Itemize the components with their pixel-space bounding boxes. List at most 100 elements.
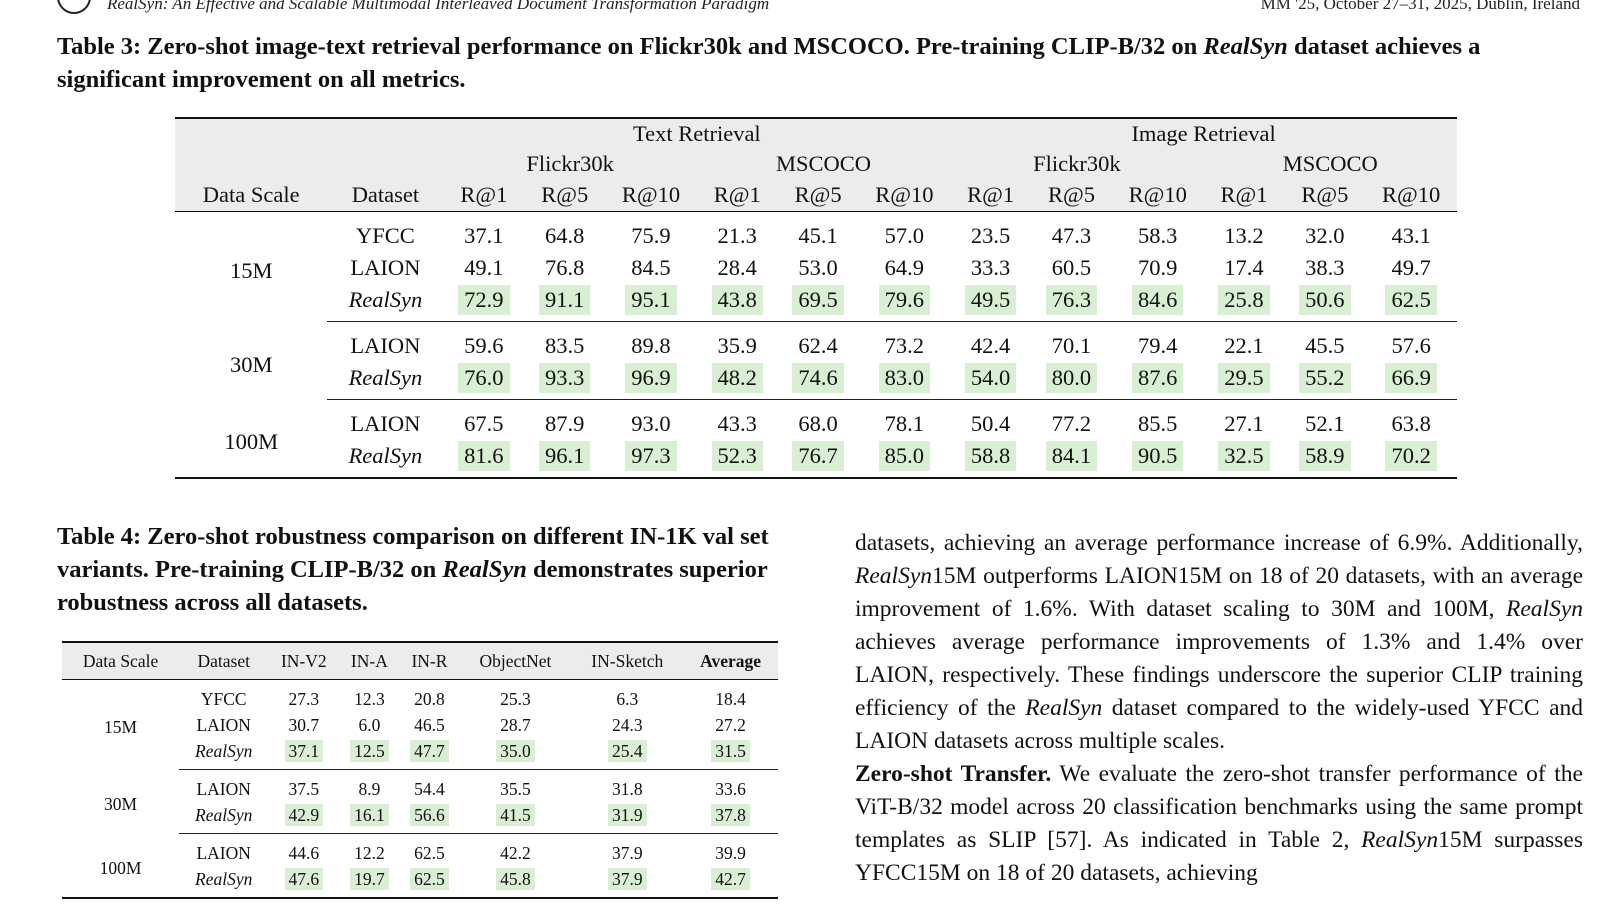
value-cell: 80.0 (1031, 362, 1112, 400)
dataset-cell: RealSyn (179, 738, 269, 770)
column-header: Data Scale (175, 179, 328, 212)
table3-caption: Table 3: Zero-shot image-text retrieval … (57, 33, 1481, 93)
value-cell: 25.3 (500, 688, 531, 709)
value-cell: 70.2 (1365, 440, 1457, 478)
best-value-highlight: 56.6 (410, 803, 449, 827)
best-value-highlight: 69.5 (792, 285, 844, 315)
value-cell: 6.3 (616, 688, 639, 709)
value-cell: 19.7 (339, 866, 399, 898)
table-row: RealSyn 76.0 93.3 96.9 48.2 74.6 83.0 54.0 80.0 8… (175, 362, 1457, 400)
value-cell: 87.6 (1111, 362, 1204, 400)
table-row: RealSyn 81.6 96.1 97.3 52.3 76.7 85.0 58.8 84.1 9… (175, 440, 1457, 478)
column-header: R@1 (1203, 179, 1285, 212)
value-cell: 49.7 (1391, 255, 1431, 280)
value-cell: 29.5 (1203, 362, 1285, 400)
value-cell: 76.7 (778, 440, 859, 478)
value-cell: 43.8 (696, 284, 778, 322)
value-cell: 85.5 (1138, 411, 1178, 436)
table-row: 100M LAION 67.5 87.9 93.0 43.3 68.0 78.1 50.4 77.… (175, 400, 1457, 454)
value-cell: 12.3 (354, 688, 385, 709)
best-value-highlight: 45.8 (496, 867, 535, 891)
value-cell: 68.0 (798, 411, 838, 436)
best-value-highlight: 47.6 (284, 867, 324, 891)
value-cell: 45.8 (459, 866, 571, 898)
table-row: LAION 30.7 6.0 46.5 28.7 24.3 27.2 (62, 712, 778, 738)
dataset-cell: LAION (196, 714, 251, 735)
text-run: 15M surpasses YFCC15M on 18 of 20 datase… (855, 827, 1583, 886)
value-cell: 64.8 (545, 223, 585, 248)
group-header-text-retrieval: Text Retrieval (443, 118, 951, 149)
value-cell: 64.9 (884, 255, 925, 280)
text-run: achieves average performance improvement… (855, 629, 1583, 721)
best-value-highlight: 52.3 (711, 441, 763, 471)
value-cell: 49.5 (950, 284, 1032, 322)
value-cell: 84.6 (1111, 284, 1204, 322)
value-cell: 38.3 (1305, 255, 1345, 280)
best-value-highlight: 58.9 (1299, 441, 1351, 471)
value-cell: 87.9 (545, 411, 585, 436)
table-row: 30M LAION 37.5 8.9 54.4 35.5 31.8 33.6 (62, 770, 778, 815)
text-run: We evaluate the zero-shot transfer perfo… (855, 761, 1583, 853)
paragraph: datasets, achieving an average performan… (855, 527, 1583, 758)
value-cell: 84.1 (1031, 440, 1112, 478)
value-cell: 35.0 (459, 738, 572, 770)
value-cell: 70.9 (1138, 255, 1178, 280)
dataset-cell: RealSyn (327, 362, 444, 400)
value-cell: 76.8 (545, 255, 585, 280)
best-value-highlight: 37.8 (711, 803, 750, 827)
value-cell: 54.0 (950, 362, 1032, 400)
value-cell: 44.6 (288, 842, 320, 863)
value-cell: 96.9 (605, 362, 697, 400)
column-header: Dataset (179, 642, 269, 680)
table-row: LAION 49.1 76.8 84.5 28.4 53.0 64.9 33.3 60.5 70.… (175, 252, 1457, 284)
value-cell: 58.9 (1284, 440, 1365, 478)
data-scale-cell: 30M (229, 351, 273, 377)
best-value-highlight: 58.8 (964, 441, 1017, 471)
value-cell: 81.6 (443, 440, 524, 478)
value-cell: 67.5 (464, 411, 504, 436)
best-value-highlight: 43.8 (711, 285, 763, 315)
best-value-highlight: 35.0 (496, 739, 535, 763)
value-cell: 16.1 (339, 802, 400, 834)
value-cell: 43.1 (1391, 223, 1431, 248)
value-cell: 37.1 (464, 223, 504, 248)
column-header: R@5 (524, 179, 606, 212)
table-row: 30M LAION 59.6 83.5 89.8 35.9 62.4 73.2 42.4 70.1… (175, 322, 1457, 377)
value-cell: 55.2 (1284, 362, 1366, 400)
value-cell: 33.3 (970, 255, 1011, 280)
column-header: R@5 (777, 179, 859, 212)
dataset-cell: YFCC (200, 688, 247, 709)
value-cell: 35.5 (500, 778, 531, 799)
running-header: RealSyn: An Effective and Scalable Multi… (57, 0, 1580, 18)
value-cell: 12.5 (339, 738, 400, 770)
value-cell: 93.3 (524, 362, 606, 400)
value-cell: 39.9 (715, 842, 746, 863)
value-cell: 91.1 (524, 284, 606, 322)
value-cell: 89.8 (631, 333, 671, 358)
column-header: IN-V2 (268, 642, 340, 680)
best-value-highlight: 97.3 (625, 441, 677, 471)
table3-retrieval: Text Retrieval Image Retrieval Flickr30k… (175, 117, 1457, 479)
sub-header: Flickr30k (950, 149, 1204, 179)
best-value-highlight: 42.9 (284, 803, 324, 827)
value-cell: 42.2 (500, 842, 531, 863)
best-value-highlight: 42.7 (711, 867, 750, 891)
best-value-highlight: 76.0 (458, 363, 510, 393)
value-cell: 46.5 (414, 714, 445, 735)
best-value-highlight: 16.1 (350, 803, 389, 827)
column-header: R@1 (950, 179, 1032, 212)
body-text: datasets, achieving an average performan… (855, 527, 1583, 890)
table-row: RealSyn 47.6 19.7 62.5 45.8 37.9 42.7 (62, 866, 778, 898)
dataset-name: RealSyn (1025, 695, 1103, 721)
value-cell: 28.7 (500, 714, 531, 735)
value-cell: 66.9 (1365, 362, 1457, 400)
best-value-highlight: 84.6 (1132, 285, 1184, 315)
value-cell: 27.2 (715, 714, 746, 735)
value-cell: 13.2 (1224, 223, 1264, 248)
value-cell: 18.4 (715, 688, 746, 709)
value-cell: 35.9 (717, 333, 757, 358)
value-cell: 83.5 (545, 333, 585, 358)
value-cell: 31.5 (683, 738, 778, 770)
data-scale-cell: 15M (229, 257, 273, 283)
table-row: 15M YFCC 27.3 12.3 20.8 25.3 6.3 18.4 (62, 680, 778, 738)
